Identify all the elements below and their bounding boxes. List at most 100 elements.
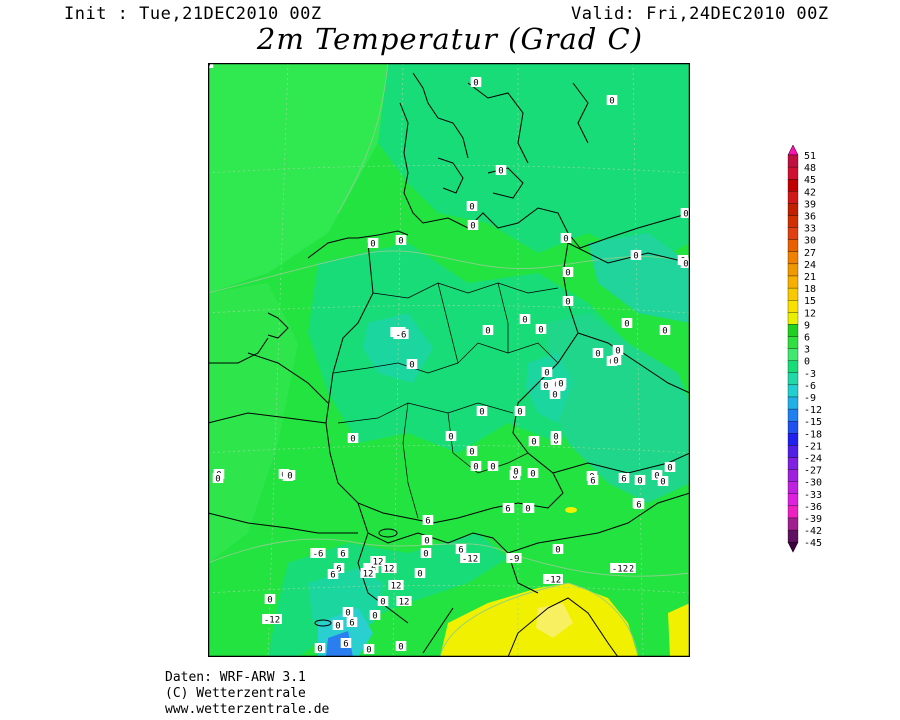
svg-text:0: 0 xyxy=(345,609,350,619)
svg-text:-6: -6 xyxy=(396,331,407,341)
value-label: 0 xyxy=(467,220,479,232)
legend-label: 15 xyxy=(804,296,816,307)
legend-swatch xyxy=(787,372,799,386)
legend-label: 6 xyxy=(804,333,810,344)
legend-swatch xyxy=(787,384,799,398)
legend-swatch xyxy=(787,433,799,446)
svg-text:6: 6 xyxy=(621,475,626,485)
svg-text:0: 0 xyxy=(485,327,490,337)
legend-swatch xyxy=(787,517,799,531)
legend-swatch xyxy=(787,287,799,301)
legend-swatch xyxy=(787,324,799,337)
legend-label: 45 xyxy=(804,175,816,186)
svg-text:6: 6 xyxy=(349,619,354,629)
legend-label: 42 xyxy=(804,187,816,198)
svg-text:0: 0 xyxy=(490,463,495,473)
footer-copyright: (C) Wetterzentrale xyxy=(165,686,306,701)
svg-text:0: 0 xyxy=(287,472,292,482)
value-label: 12 xyxy=(370,556,386,568)
svg-text:0: 0 xyxy=(530,470,535,480)
legend-label: 36 xyxy=(804,212,816,223)
value-label: 0 xyxy=(592,348,604,360)
svg-text:0: 0 xyxy=(473,79,478,89)
value-label: 0 xyxy=(550,431,562,443)
svg-text:0: 0 xyxy=(543,382,548,392)
legend-swatch xyxy=(787,493,799,507)
value-label: 0 xyxy=(630,250,642,262)
value-label: 6 xyxy=(340,638,352,650)
value-label: 0 xyxy=(552,544,564,556)
svg-text:0: 0 xyxy=(335,622,340,632)
value-label: 0 xyxy=(519,314,531,326)
value-label: 0 xyxy=(657,476,669,488)
value-label: 0 xyxy=(555,378,567,390)
init-time: Init : Tue,21DEC2010 00Z xyxy=(64,4,322,24)
svg-text:0: 0 xyxy=(662,327,667,337)
svg-text:0: 0 xyxy=(398,643,403,653)
value-label: 0 xyxy=(377,596,389,608)
legend-swatch xyxy=(787,312,799,325)
legend-label: 3 xyxy=(804,345,810,356)
svg-text:0: 0 xyxy=(469,448,474,458)
value-label: 0 xyxy=(421,535,433,547)
legend-label: -36 xyxy=(804,502,822,513)
legend-swatch xyxy=(787,421,799,434)
value-label: 0 xyxy=(395,641,407,653)
svg-text:6: 6 xyxy=(340,550,345,560)
value-label: 0 xyxy=(406,359,418,371)
value-label: -9 xyxy=(506,553,522,565)
value-label: 0 xyxy=(342,607,354,619)
value-label: 6 xyxy=(333,563,345,575)
value-label: 12 xyxy=(396,596,412,608)
map-frame xyxy=(208,63,690,657)
svg-text:-9: -9 xyxy=(509,555,520,565)
legend-swatch xyxy=(787,154,799,168)
value-label: 0 xyxy=(562,296,574,308)
legend-label: -21 xyxy=(804,441,822,452)
value-label: 0 xyxy=(284,470,296,482)
legend-swatch xyxy=(787,166,799,180)
value-label: 0 xyxy=(541,367,553,379)
value-label: 0 xyxy=(549,389,561,401)
legend-swatch xyxy=(787,529,799,543)
legend-label: -3 xyxy=(804,369,816,380)
svg-text:0: 0 xyxy=(624,320,629,330)
value-label: 6 xyxy=(633,499,645,511)
value-label: 0 xyxy=(367,238,379,250)
legend-label: 48 xyxy=(804,163,816,174)
value-label: 0 xyxy=(470,77,482,89)
value-label: 0 xyxy=(482,325,494,337)
svg-text:0: 0 xyxy=(531,438,536,448)
svg-text:0: 0 xyxy=(448,433,453,443)
svg-text:0: 0 xyxy=(563,235,568,245)
value-label: 0 xyxy=(363,644,375,656)
value-label: 0 xyxy=(395,235,407,247)
value-label: 0 xyxy=(414,568,426,580)
legend-swatch xyxy=(787,469,799,482)
value-label: 0 xyxy=(612,345,624,357)
svg-text:0: 0 xyxy=(498,167,503,177)
value-label: 0 xyxy=(540,380,552,392)
svg-text:0: 0 xyxy=(565,298,570,308)
legend-label: -42 xyxy=(804,526,822,537)
value-label: 12 xyxy=(388,580,404,592)
value-label: 0 xyxy=(528,436,540,448)
cool-zone-east xyxy=(548,313,690,503)
yellow-pale-patch xyxy=(536,603,573,638)
map-title: 2m Temperatur (Grad C) xyxy=(256,22,644,56)
svg-text:12: 12 xyxy=(391,582,402,592)
footer-website: www.wetterzentrale.de xyxy=(165,702,330,717)
svg-text:6: 6 xyxy=(336,565,341,575)
legend-swatch xyxy=(787,191,799,204)
legend-swatch xyxy=(787,275,799,289)
svg-text:0: 0 xyxy=(544,369,549,379)
svg-text:0: 0 xyxy=(370,240,375,250)
warm-zone-west xyxy=(208,63,388,293)
legend-swatch xyxy=(787,481,799,494)
value-label: -12 xyxy=(543,574,563,586)
value-label: 0 xyxy=(606,95,618,107)
svg-text:0: 0 xyxy=(595,350,600,360)
value-label: 0 xyxy=(208,63,214,70)
svg-text:0: 0 xyxy=(609,97,614,107)
legend-label: 9 xyxy=(804,320,810,331)
